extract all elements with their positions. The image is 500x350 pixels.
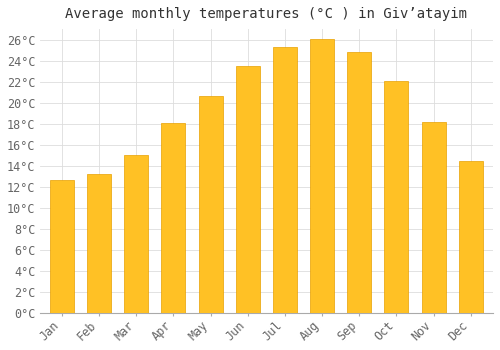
Bar bbox=[198, 96, 222, 313]
Title: Average monthly temperatures (°C ) in Givʼatayim: Average monthly temperatures (°C ) in Gi… bbox=[66, 7, 468, 21]
Bar bbox=[50, 180, 74, 313]
Bar bbox=[384, 80, 408, 313]
Bar bbox=[124, 155, 148, 313]
Bar bbox=[236, 66, 260, 313]
Bar bbox=[87, 174, 111, 313]
Bar bbox=[273, 47, 297, 313]
Bar bbox=[310, 38, 334, 313]
Bar bbox=[458, 161, 483, 313]
Bar bbox=[347, 52, 372, 313]
Bar bbox=[162, 123, 186, 313]
Bar bbox=[422, 122, 446, 313]
